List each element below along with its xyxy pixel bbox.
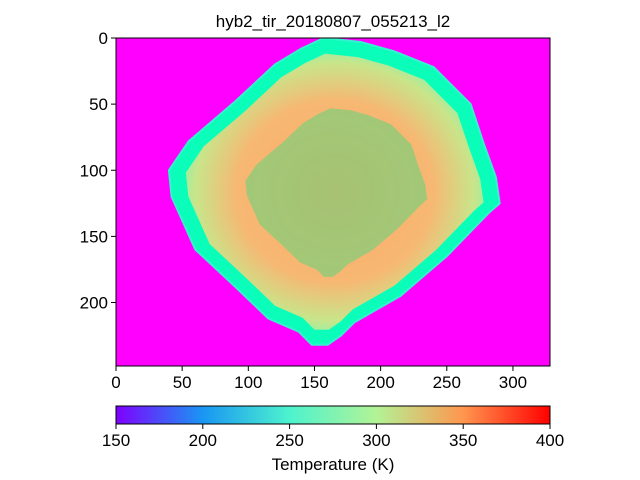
colorbar-tick-label: 300 <box>362 431 390 450</box>
y-tick-label: 150 <box>80 227 108 246</box>
x-tick-label: 50 <box>173 373 192 392</box>
y-tick-label: 100 <box>80 161 108 180</box>
colorbar-tick-label: 250 <box>275 431 303 450</box>
colorbar-tick-label: 150 <box>102 431 130 450</box>
x-tick-label: 150 <box>300 373 328 392</box>
colorbar <box>115 405 551 425</box>
x-tick-label: 250 <box>433 373 461 392</box>
colorbar-label: Temperature (K) <box>271 455 395 474</box>
colorbar-tick-label: 400 <box>536 431 564 450</box>
y-tick-label: 0 <box>99 29 108 48</box>
y-tick-label: 200 <box>80 294 108 313</box>
y-tick-label: 50 <box>89 95 108 114</box>
x-tick-label: 100 <box>234 373 262 392</box>
colorbar-tick-label: 200 <box>189 431 217 450</box>
x-tick-label: 0 <box>111 373 120 392</box>
colorbar-tick-label: 350 <box>449 431 477 450</box>
chart-title: hyb2_tir_20180807_055213_l2 <box>215 12 451 31</box>
asteroid-core <box>245 108 428 277</box>
x-tick-label: 300 <box>499 373 527 392</box>
plot-frame <box>115 37 551 367</box>
x-tick-label: 200 <box>366 373 394 392</box>
